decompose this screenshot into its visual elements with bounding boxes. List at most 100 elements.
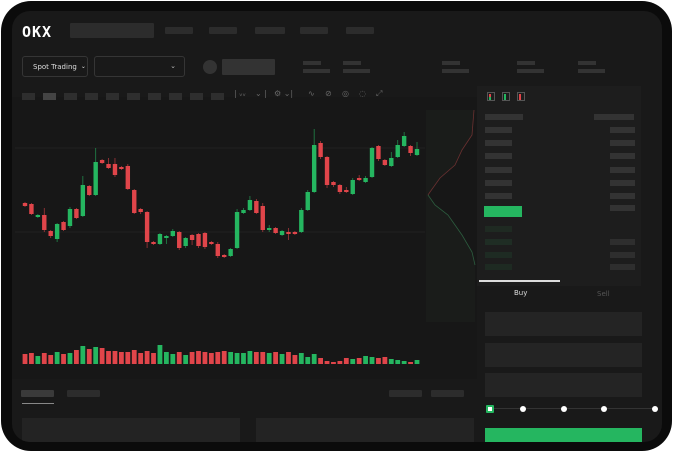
indicator-icon[interactable]: ⌄ | <box>255 89 267 98</box>
candle <box>80 176 86 217</box>
candle-body <box>305 192 310 210</box>
candle <box>260 203 265 232</box>
candle-body <box>132 190 137 213</box>
candle-body <box>414 149 420 155</box>
volume-bar <box>292 355 298 364</box>
volume-bar <box>324 361 330 364</box>
filter-button[interactable] <box>389 390 422 397</box>
candle-body <box>99 160 105 163</box>
pair-select[interactable]: ⌄ <box>94 56 185 77</box>
buy-submit-button[interactable] <box>485 428 642 442</box>
expand-icon[interactable]: ⤢ <box>376 89 383 98</box>
chart-type-icon[interactable]: | ᵥᵥ <box>234 89 246 98</box>
candle <box>125 164 131 190</box>
filter-button[interactable] <box>431 390 464 397</box>
volume-bar <box>163 352 169 364</box>
chart-area[interactable] <box>12 97 477 379</box>
candle-body <box>112 164 118 175</box>
nav-item[interactable] <box>300 27 328 34</box>
market-select[interactable]: Spot Trading ⌄ <box>22 56 88 77</box>
candle <box>395 140 400 158</box>
candle-body <box>324 157 330 185</box>
candle <box>344 187 349 193</box>
volume-bar <box>298 353 304 364</box>
candle-body <box>234 212 240 248</box>
price-input[interactable] <box>485 312 642 336</box>
timeframe-button[interactable] <box>85 93 98 100</box>
orderbook-buy-icon[interactable] <box>502 92 510 101</box>
candle <box>196 233 201 248</box>
app-screen: OKX Spot Trading ⌄ ⌄ | ᵥᵥ ⌄ | ⚙ ⌄| ∿ ⊘ ◎ … <box>12 11 662 442</box>
volume-bar <box>61 354 66 364</box>
candle <box>67 207 73 228</box>
tab-sell[interactable]: Sell <box>597 290 610 298</box>
tab-open-orders[interactable] <box>21 390 54 397</box>
timeframe-button[interactable] <box>211 93 224 100</box>
volume-bar <box>241 353 246 364</box>
market-select-label: Spot Trading <box>33 62 77 71</box>
candle-body <box>254 201 259 213</box>
orderbook-both-icon[interactable] <box>487 92 495 101</box>
candle-body <box>119 167 124 169</box>
orderbook-sell-icon[interactable] <box>517 92 525 101</box>
timeframe-button[interactable] <box>106 93 119 100</box>
tab-order-history[interactable] <box>67 390 100 397</box>
total-input[interactable] <box>485 373 642 397</box>
slider-handle[interactable] <box>486 405 494 413</box>
candle <box>350 178 355 195</box>
volume-bar <box>247 351 253 364</box>
candle <box>215 242 220 258</box>
volume-bar <box>395 360 401 364</box>
slider-node-100[interactable] <box>652 406 658 412</box>
timeframe-button[interactable] <box>127 93 140 100</box>
candle <box>292 231 298 235</box>
stat-value <box>578 69 605 73</box>
candle-body <box>22 203 28 206</box>
candle-body <box>42 215 47 230</box>
volume-bar <box>414 360 420 364</box>
candle-body <box>138 209 143 212</box>
bid-amount <box>610 239 635 245</box>
ask-price <box>485 167 512 173</box>
volume-bar <box>363 356 368 364</box>
candle <box>369 147 375 178</box>
tab-buy[interactable]: Buy <box>514 289 528 297</box>
volume-bar <box>401 361 407 364</box>
timeframe-button[interactable] <box>43 93 56 100</box>
volume-bar <box>151 353 156 364</box>
timeframe-button[interactable] <box>169 93 182 100</box>
bid-price <box>485 264 512 270</box>
nav-item[interactable] <box>209 27 237 34</box>
nav-item[interactable] <box>346 27 374 34</box>
amount-input[interactable] <box>485 343 642 367</box>
draw-icon[interactable]: ⊘ <box>325 89 332 98</box>
volume-bar <box>48 355 54 364</box>
slider-node-50[interactable] <box>561 406 567 412</box>
search-bar[interactable] <box>70 23 154 38</box>
timeframe-button[interactable] <box>190 93 203 100</box>
stat-label <box>343 61 361 65</box>
timeframe-button[interactable] <box>64 93 77 100</box>
camera-icon[interactable]: ◎ <box>342 89 349 98</box>
settings-icon[interactable]: ⚙ ⌄| <box>274 89 294 98</box>
depth-bid-line <box>427 194 476 266</box>
candle-body <box>170 231 176 236</box>
nav-item[interactable] <box>165 27 193 34</box>
volume-bar <box>189 352 195 364</box>
fullscreen-icon[interactable]: ◌ <box>359 89 366 98</box>
nav-item[interactable] <box>255 27 285 34</box>
slider-track[interactable] <box>490 408 655 409</box>
candle-body <box>67 209 73 226</box>
candle-body <box>93 162 98 195</box>
line-tool-icon[interactable]: ∿ <box>308 89 315 98</box>
buy-tab-underline <box>479 280 560 282</box>
candle <box>408 145 413 156</box>
timeframe-button[interactable] <box>22 93 35 100</box>
timeframe-button[interactable] <box>148 93 161 100</box>
slider-node-75[interactable] <box>601 406 607 412</box>
volume-bar <box>260 352 266 364</box>
slider-node-25[interactable] <box>520 406 526 412</box>
coin-icon <box>203 60 217 74</box>
bid-price <box>485 226 512 232</box>
